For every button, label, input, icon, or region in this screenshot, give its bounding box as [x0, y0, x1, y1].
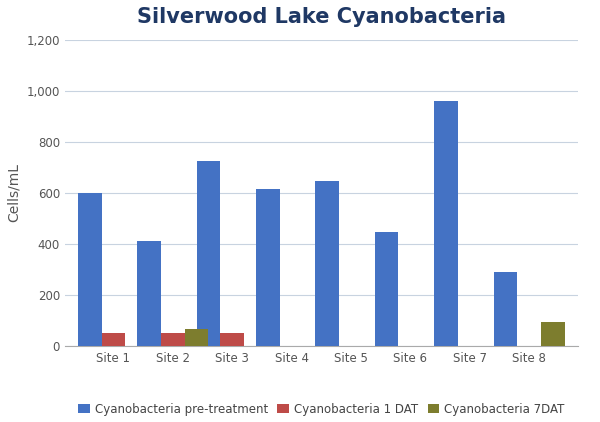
Bar	[494, 272, 517, 346]
Bar	[220, 333, 244, 346]
Bar	[161, 333, 185, 346]
Bar	[101, 333, 125, 346]
Bar	[541, 322, 565, 346]
Bar	[256, 189, 280, 346]
Bar	[78, 193, 101, 346]
Bar	[197, 161, 220, 346]
Legend: Cyanobacteria pre-treatment, Cyanobacteria 1 DAT, Cyanobacteria 7DAT: Cyanobacteria pre-treatment, Cyanobacter…	[73, 398, 569, 420]
Bar	[316, 181, 339, 346]
Y-axis label: Cells/mL: Cells/mL	[7, 163, 21, 222]
Bar	[375, 233, 398, 346]
Title: Silverwood Lake Cyanobacteria: Silverwood Lake Cyanobacteria	[137, 7, 506, 27]
Bar	[137, 241, 161, 346]
Bar	[185, 330, 208, 346]
Bar	[434, 101, 458, 346]
